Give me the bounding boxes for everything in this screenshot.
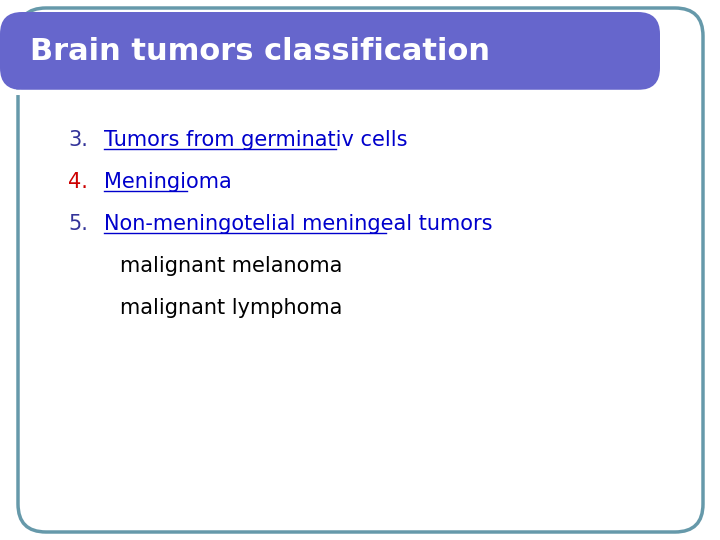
Text: malignant lymphoma: malignant lymphoma: [120, 298, 343, 318]
Text: 5.: 5.: [68, 214, 88, 234]
FancyBboxPatch shape: [18, 8, 703, 532]
FancyBboxPatch shape: [0, 12, 660, 90]
Text: Meningioma: Meningioma: [104, 172, 232, 192]
Text: Tumors from germinativ cells: Tumors from germinativ cells: [104, 130, 408, 150]
Text: malignant melanoma: malignant melanoma: [120, 256, 343, 276]
Text: 3.: 3.: [68, 130, 88, 150]
Text: 4.: 4.: [68, 172, 88, 192]
Text: Non-meningotelial meningeal tumors: Non-meningotelial meningeal tumors: [104, 214, 492, 234]
Text: Brain tumors classification: Brain tumors classification: [30, 37, 490, 65]
